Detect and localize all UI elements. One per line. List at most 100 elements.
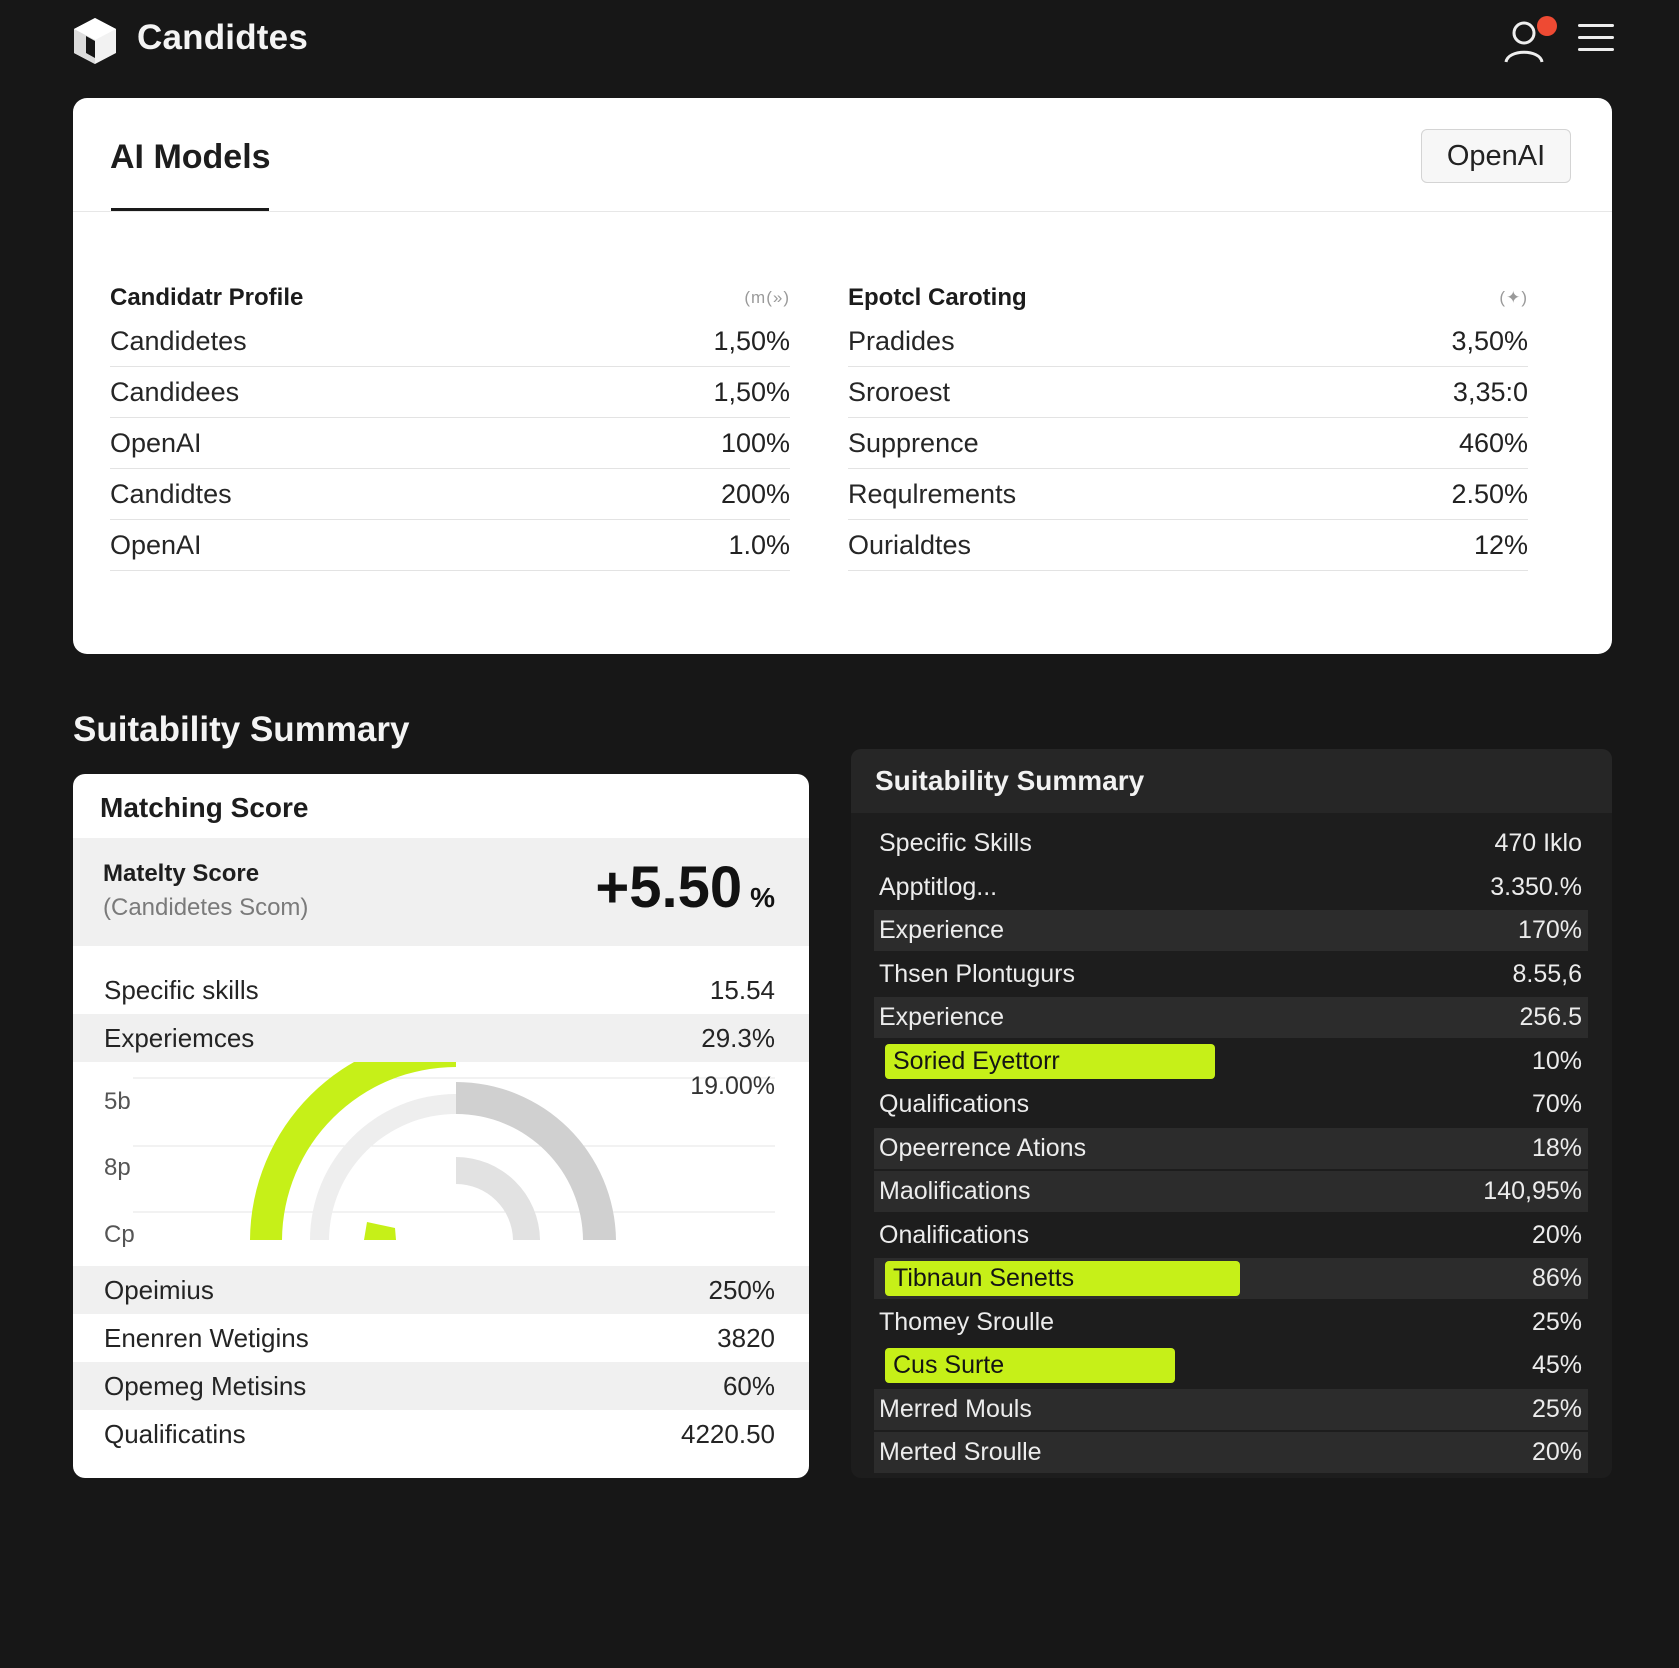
sort-icon[interactable]: (m(») <box>744 288 790 307</box>
summary-value: 470 Iklo <box>1494 829 1582 857</box>
table-row[interactable]: Candidtes 200% <box>110 469 790 520</box>
summary-row[interactable]: Soried Eyettorr 10% <box>874 1041 1588 1082</box>
summary-row[interactable]: Opeerrence Ations 18% <box>874 1127 1588 1169</box>
summary-row[interactable]: Tibnaun Senetts 86% <box>874 1258 1588 1299</box>
sort-icon[interactable]: (✦) <box>1499 288 1528 307</box>
row-label: Candidees <box>110 376 240 407</box>
ai-models-card: AI Models OpenAI Candidatr Profile (m(»)… <box>73 98 1612 654</box>
metric-row[interactable]: Qualificatins 4220.50 <box>73 1410 809 1458</box>
summary-value: 20% <box>1531 1438 1582 1466</box>
top-bar: Candidtes <box>0 0 1679 84</box>
metric-label: Qualificatins <box>104 1418 246 1449</box>
gauge-value: 19.00% <box>690 1072 775 1100</box>
provider-select-button[interactable]: OpenAI <box>1421 129 1571 183</box>
table-header-title: Candidatr Profile <box>110 284 304 311</box>
summary-value: 20% <box>1531 1220 1582 1249</box>
row-value: 2.50% <box>1451 478 1528 509</box>
summary-label: Merred Mouls <box>879 1394 1032 1423</box>
summary-row[interactable]: Merred Mouls 25% <box>874 1388 1588 1430</box>
row-value: 200% <box>720 478 790 509</box>
hamburger-menu-icon[interactable] <box>1578 24 1614 54</box>
summary-value: 86% <box>1531 1264 1582 1292</box>
y-axis-tick: 5b <box>104 1088 131 1115</box>
score-sublabel: (Candidetes Scom) <box>103 894 309 921</box>
gauge-fill-tick <box>364 1222 396 1240</box>
metric-row[interactable]: Enenren Wetigins 3820 <box>73 1314 809 1362</box>
notification-dot <box>1537 16 1557 36</box>
row-label: Candidtes <box>110 478 232 509</box>
score-number: +5.50 <box>595 855 743 920</box>
summary-label: Cus Surte <box>893 1351 1005 1379</box>
metric-row[interactable]: Opemeg Metisins 60% <box>73 1362 809 1410</box>
table-row[interactable]: Sroroest 3,35:0 <box>848 367 1528 418</box>
section-heading: Suitability Summary <box>73 710 410 749</box>
summary-label: Experience <box>879 1003 1005 1031</box>
score-unit: % <box>750 882 775 913</box>
row-label: Ourialdtes <box>848 529 972 560</box>
row-value: 1,50% <box>713 325 790 356</box>
summary-row[interactable]: Specific Skills 470 Iklo <box>874 823 1588 864</box>
highlight-bar <box>885 1348 1175 1383</box>
metric-value: 29.3% <box>701 1022 775 1053</box>
summary-row[interactable]: Cus Surte 45% <box>874 1345 1588 1386</box>
app-title: Candidtes <box>137 18 308 57</box>
summary-row[interactable]: Experience 170% <box>874 910 1588 951</box>
summary-value: 25% <box>1531 1307 1582 1336</box>
summary-label: Experience <box>879 916 1005 944</box>
table-row[interactable]: Supprence 460% <box>848 418 1528 469</box>
row-label: OpenAI <box>110 427 202 458</box>
metric-row[interactable]: Opeimius 250% <box>73 1266 809 1314</box>
active-tab-indicator <box>111 208 269 211</box>
table-row[interactable]: Ourialdtes 12% <box>848 520 1528 571</box>
metric-label: Experiemces <box>104 1022 255 1053</box>
summary-label: Tibnaun Senetts <box>893 1264 1075 1292</box>
metric-row[interactable]: Specific skills 15.54 <box>73 966 809 1014</box>
table-row[interactable]: Requlrements 2.50% <box>848 469 1528 520</box>
table-row[interactable]: OpenAI 100% <box>110 418 790 469</box>
summary-row[interactable]: Thsen Plontugurs 8.55,6 <box>874 954 1588 995</box>
y-axis-tick: 8p <box>104 1154 131 1181</box>
row-value: 1,50% <box>713 376 790 407</box>
score-value: +5.50 % <box>595 854 775 921</box>
summary-row[interactable]: Maolifications 140,95% <box>874 1171 1588 1212</box>
candidate-profile-table: Candidatr Profile (m(») Candidetes 1,50%… <box>110 280 790 571</box>
table-row[interactable]: Pradides 3,50% <box>848 316 1528 367</box>
summary-value: 18% <box>1531 1133 1582 1162</box>
summary-label: Opeerrence Ations <box>879 1133 1087 1162</box>
summary-value: 3.350.% <box>1490 872 1582 901</box>
user-icon[interactable] <box>1502 16 1552 66</box>
summary-label: Maolifications <box>879 1177 1031 1205</box>
metric-label: Specific skills <box>104 974 259 1005</box>
row-label: Candidetes <box>110 325 247 356</box>
row-value: 1.0% <box>728 529 790 560</box>
table-row[interactable]: Candidetes 1,50% <box>110 316 790 367</box>
metric-row[interactable]: Experiemces 29.3% <box>73 1014 809 1062</box>
summary-row[interactable]: Thomey Sroulle 25% <box>874 1302 1588 1343</box>
tab-ai-models[interactable]: AI Models <box>110 138 271 176</box>
summary-label: Apptitlog... <box>879 872 998 901</box>
summary-row[interactable]: Apptitlog... 3.350.% <box>874 867 1588 908</box>
panel-header: Suitability Summary <box>851 749 1612 813</box>
table-row[interactable]: Candidees 1,50% <box>110 367 790 418</box>
highlight-bar <box>885 1043 1215 1079</box>
row-value: 3,50% <box>1451 325 1528 356</box>
row-value: 460% <box>1458 427 1528 458</box>
summary-row[interactable]: Onalifications 20% <box>874 1215 1588 1256</box>
summary-label: Qualifications <box>879 1090 1030 1118</box>
gauge-track-inner <box>456 1157 540 1240</box>
row-label: OpenAI <box>110 529 202 560</box>
summary-label: Thomey Sroulle <box>879 1307 1055 1336</box>
table-row[interactable]: OpenAI 1.0% <box>110 520 790 571</box>
card-title: Matching Score <box>100 792 309 823</box>
table-header: Epotcl Caroting (✦) <box>848 280 1528 316</box>
gauge-track-left <box>310 1094 456 1240</box>
metric-label: Opeimius <box>104 1274 214 1305</box>
summary-row[interactable]: Qualifications 70% <box>874 1084 1588 1125</box>
summary-value: 256.5 <box>1519 1003 1582 1031</box>
cube-logo-icon[interactable] <box>72 16 118 66</box>
row-value: 3,35:0 <box>1452 376 1528 407</box>
summary-row[interactable]: Experience 256.5 <box>874 997 1588 1038</box>
summary-label: Merted Sroulle <box>879 1438 1042 1466</box>
summary-value: 8.55,6 <box>1512 959 1582 988</box>
summary-row[interactable]: Merted Sroulle 20% <box>874 1432 1588 1473</box>
